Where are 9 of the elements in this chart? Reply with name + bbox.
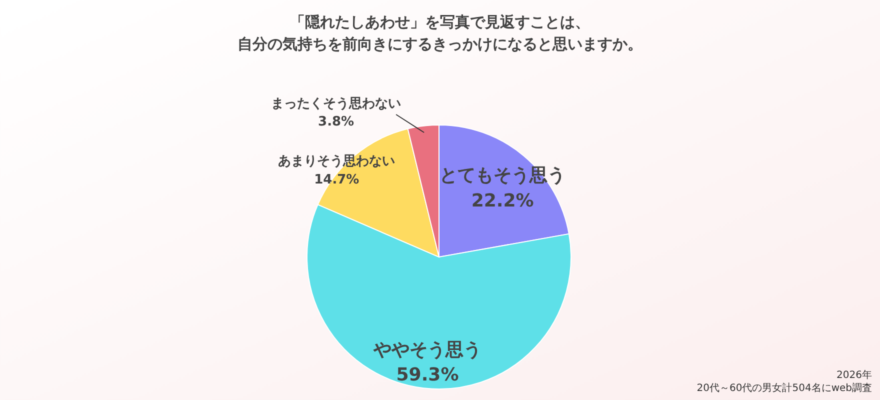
data-label: 22.2% <box>471 190 534 212</box>
chart-title: 「隠れたしあわせ」を写真で見返すことは、 <box>290 13 590 31</box>
data-label: 59.3% <box>396 364 459 386</box>
text: 2026年 <box>836 369 872 381</box>
slice-label: まったくそう思わない <box>271 96 402 112</box>
data-label: 3.8% <box>318 114 354 130</box>
slice-label: ややそう思う <box>372 339 482 360</box>
chart-subtitle: 自分の気持ちを前向きにするきっかけになると思いますか。 <box>238 35 642 53</box>
text: 20代～60代の男女計504名にweb調査 <box>696 382 872 394</box>
